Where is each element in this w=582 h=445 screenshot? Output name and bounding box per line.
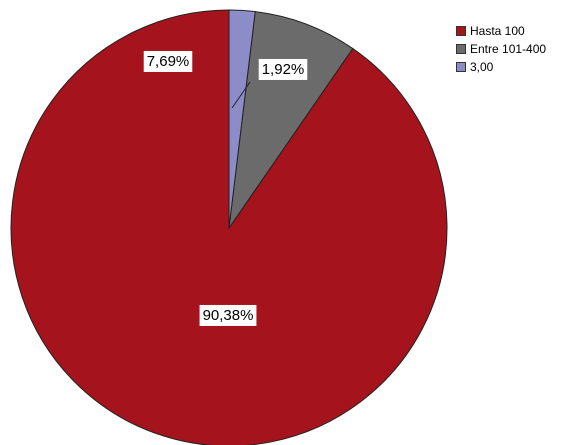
data-label-2: 1,92% — [258, 58, 308, 80]
data-label-0: 90,38% — [199, 304, 257, 326]
data-label-box-1 — [143, 50, 193, 72]
legend-swatch-3-00 — [456, 62, 466, 72]
legend-label-hasta-100: Hasta 100 — [470, 24, 525, 38]
legend-label-entre-101-400: Entre 101-400 — [470, 42, 547, 56]
data-label-text-0: 90,38% — [203, 307, 254, 324]
data-label-box-2 — [258, 58, 308, 80]
leader-line — [231, 81, 251, 109]
legend: Hasta 100 Entre 101-400 3,00 — [456, 22, 546, 76]
legend-swatch-entre-101-400 — [456, 44, 466, 54]
legend-item-hasta-100: Hasta 100 — [456, 22, 546, 40]
legend-item-entre-101-400: Entre 101-400 — [456, 40, 546, 58]
pie-slice-2 — [228, 9, 256, 229]
legend-item-3-00: 3,00 — [456, 58, 546, 76]
data-label-box-0 — [199, 304, 257, 326]
data-label-text-2: 1,92% — [262, 61, 305, 78]
data-label-1: 7,69% — [143, 50, 193, 72]
legend-label-3-00: 3,00 — [470, 60, 494, 74]
data-label-text-1: 7,69% — [147, 53, 190, 70]
legend-swatch-hasta-100 — [456, 26, 466, 36]
